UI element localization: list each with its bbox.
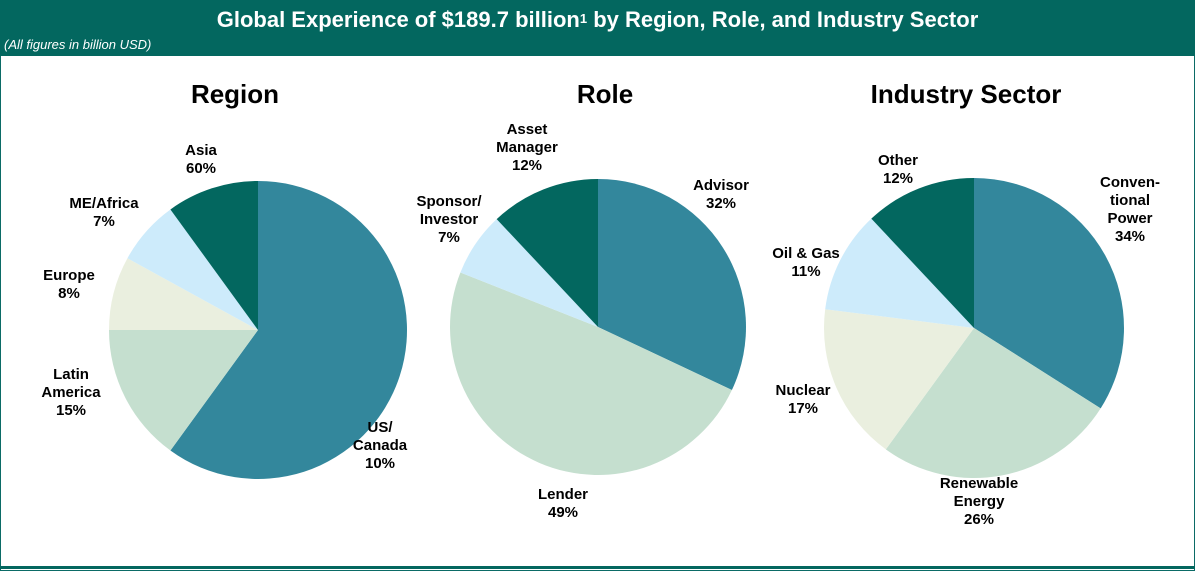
title-suffix: by Region, Role, and Industry Sector	[587, 7, 979, 32]
slice-label-asia: Asia 60%	[185, 142, 217, 177]
pie-slice-lender	[449, 272, 732, 475]
slice-label-us-canada: US/Canada 10%	[353, 419, 408, 472]
pie-slice-conventional-power	[974, 178, 1124, 409]
pie-slice-asia	[170, 181, 258, 330]
slice-label-sponsor-investor: Sponsor/Investor 7%	[416, 193, 482, 246]
slice-label-conventional-power: Conven-tional Power 34%	[1100, 174, 1160, 245]
pie-slice-oil-gas	[825, 218, 974, 328]
page-subtitle: (All figures in billion USD)	[4, 37, 152, 52]
slice-label-oil-gas: Oil & Gas 11%	[772, 245, 840, 280]
slice-label-latin-america: Latin America 15%	[41, 366, 101, 419]
pie-slice-renewable-energy	[885, 328, 1101, 478]
pie-slice-other	[871, 178, 974, 328]
pie-slice-europe	[109, 258, 258, 330]
title-bar: Global Experience of $189.7 billion1 by …	[0, 0, 1195, 56]
pie-slice-me-africa	[127, 209, 259, 330]
slice-label-lender: Lender 49%	[538, 486, 588, 521]
title-footnote-marker: 1	[579, 11, 588, 26]
slice-label-me-africa: ME/Africa 7%	[69, 195, 139, 230]
chart-title: Role	[577, 79, 633, 109]
pie-slice-sponsor-investor	[460, 219, 598, 327]
pie-chart-region: Region US/Canada 10% Latin America 15% Europe 8…	[41, 79, 408, 480]
pie-chart-industry-sector: Industry Sector Conven-tional Power 34% Rene…	[772, 79, 1160, 528]
slice-label-renewable-energy: Renewable Energy 26%	[940, 475, 1018, 528]
slice-label-nuclear: Nuclear 17%	[775, 382, 830, 417]
slice-label-asset-manager: Asset Manager 12%	[496, 121, 558, 174]
slice-label-europe: Europe 8%	[43, 267, 95, 302]
chart-title: Industry Sector	[871, 79, 1062, 109]
title-main: Global Experience of $189.7 billion	[216, 7, 580, 32]
bottom-rule	[0, 566, 1195, 569]
pie-slice-latin-america	[109, 330, 258, 451]
pie-slice-advisor	[598, 179, 746, 391]
slice-label-advisor: Advisor 32%	[693, 177, 749, 212]
slice-label-other: Other 12%	[878, 152, 918, 187]
pie-chart-role: Role Advisor 32% Lender 49% Sponsor/Investor 7…	[416, 79, 749, 521]
pie-slice-us-canada	[170, 181, 408, 480]
chart-title: Region	[191, 79, 279, 109]
page-title: Global Experience of $189.7 billion1 by …	[0, 7, 1195, 33]
pie-slice-nuclear	[823, 309, 974, 450]
pie-slice-asset-manager	[496, 179, 598, 327]
